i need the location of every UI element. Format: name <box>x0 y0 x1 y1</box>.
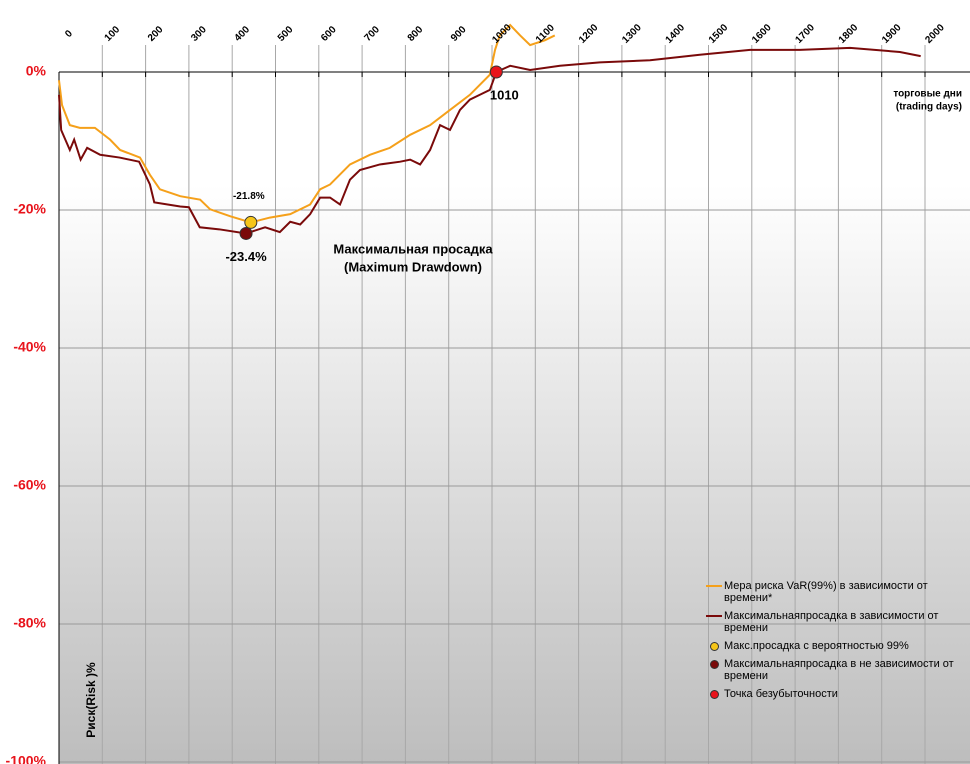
y-tick-label: -80% <box>13 615 46 631</box>
point <box>244 215 258 229</box>
y-axis-label: Риск(Risk )% <box>84 662 98 738</box>
legend-label: Мера риска VaR(99%) в зависимости от вре… <box>724 580 928 604</box>
legend-item: Макс.просадка с вероятностью 99% <box>706 640 968 652</box>
legend-swatch <box>706 610 724 622</box>
y-tick-label: 0% <box>26 63 47 79</box>
plot-area <box>59 40 970 764</box>
series-line <box>58 23 556 224</box>
y-tick-label: -20% <box>13 201 46 217</box>
legend-swatch <box>706 658 724 670</box>
annotation: (Maximum Drawdown) <box>344 259 482 274</box>
series-line <box>58 46 921 235</box>
legend-swatch <box>706 640 724 652</box>
legend-item: Мера риска VaR(99%) в зависимости от вре… <box>706 580 968 604</box>
y-tick-label: -100% <box>6 753 47 764</box>
y-tick-label: -40% <box>13 339 46 355</box>
point <box>239 226 253 240</box>
x-axis-label: торговые дни <box>893 89 962 100</box>
legend-swatch <box>706 688 724 700</box>
point <box>489 65 503 79</box>
legend-label: Точка безубыточности <box>724 688 838 700</box>
point-label: 1010 <box>490 87 519 102</box>
legend-swatch <box>706 580 724 592</box>
legend-item: Максимальнаяпросадка в не зависимости от… <box>706 658 968 682</box>
legend-label: Максимальнаяпросадка в не зависимости от… <box>724 658 954 682</box>
legend-item: Точка безубыточности <box>706 688 968 700</box>
legend-item: Максимальнаяпросадка в зависимости от вр… <box>706 610 968 634</box>
legend-label: Максимальнаяпросадка в зависимости от вр… <box>724 610 939 634</box>
y-tick-label: -60% <box>13 477 46 493</box>
legend-label: Макс.просадка с вероятностью 99% <box>724 640 909 652</box>
annotation: Максимальная просадка <box>333 241 493 256</box>
x-tick-label: 0 <box>63 28 75 40</box>
point-label: -21.8% <box>233 191 265 202</box>
legend: Мера риска VaR(99%) в зависимости от вре… <box>706 580 968 706</box>
point-label: -23.4% <box>225 249 267 264</box>
x-axis-label: (trading days) <box>896 102 962 113</box>
